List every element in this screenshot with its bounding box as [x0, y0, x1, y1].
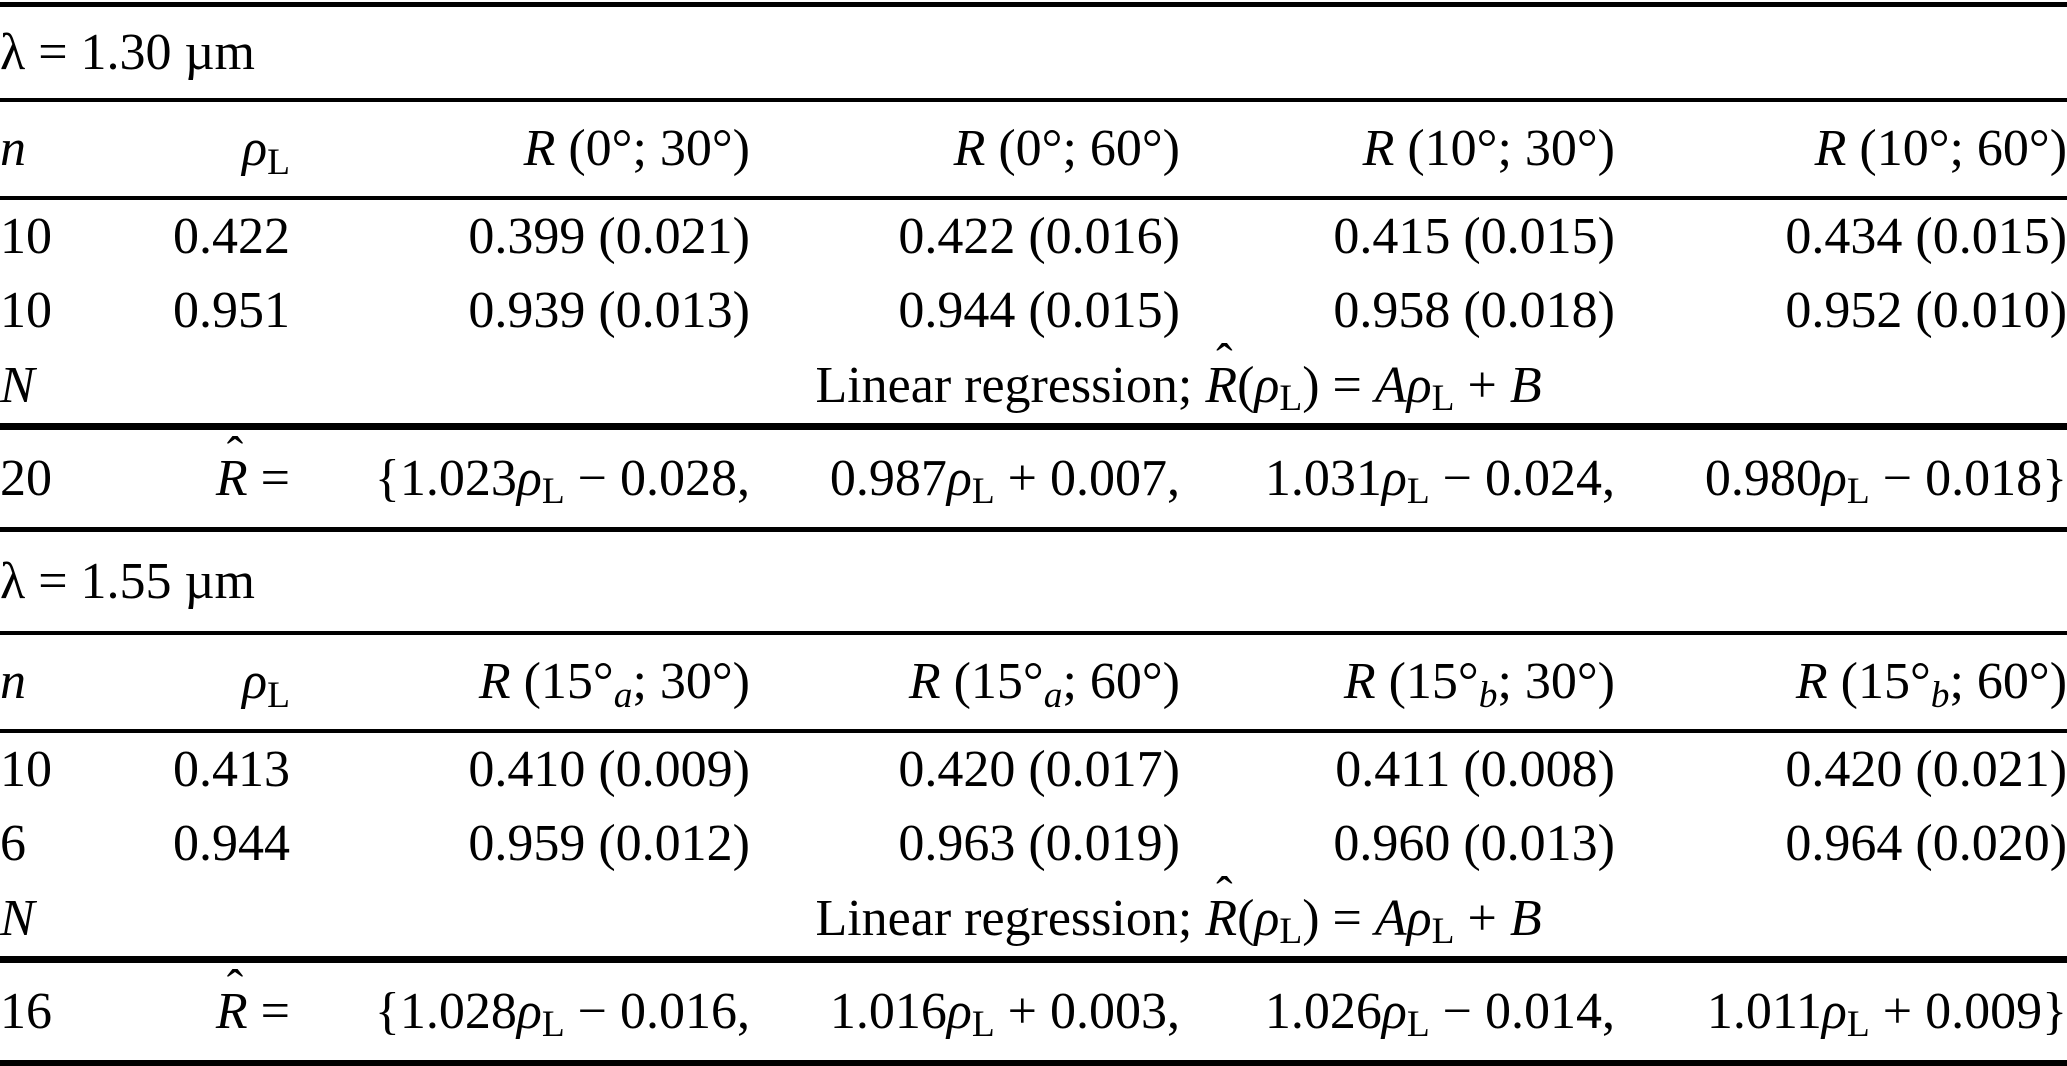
section2-wavelength-row: λ = 1.55 µm	[0, 530, 2067, 633]
cell-r-15b-60: 0.420 (0.021)	[1785, 741, 2067, 799]
section1-col-header-r-10-60: R (10°; 60°)	[1814, 120, 2067, 178]
empty-cell	[150, 881, 290, 960]
section2-col-header-n: n	[0, 653, 26, 711]
cell-r-15b-30: 0.411 (0.008)	[1335, 741, 1615, 799]
section1-regression-caption: Linear regression; ˆ R(ρL) = AρL + B	[815, 334, 1542, 420]
section1-col-header-rho-l: ρL	[242, 120, 290, 183]
cell-r-10-30: 0.415 (0.015)	[1333, 208, 1615, 266]
cell-n: 6	[0, 815, 26, 873]
cell-rho-l: 0.422	[173, 208, 290, 266]
section1-header-row: n ρL R (0°; 30°) R (0°; 60°) R (10°; 30°…	[0, 100, 2067, 198]
empty-cell	[150, 348, 290, 427]
cell-r-0-30: 0.939 (0.013)	[468, 282, 750, 340]
cell-rho-l: 0.413	[173, 741, 290, 799]
cell-r-10-30: 0.958 (0.018)	[1333, 282, 1615, 340]
section1-n-total: 20	[0, 449, 52, 507]
section1-col-header-r-10-30: R (10°; 30°)	[1362, 120, 1615, 178]
cell-r-15a-60: 0.420 (0.017)	[898, 741, 1180, 799]
cell-r-15a-30: 0.410 (0.009)	[468, 741, 750, 799]
section2-fit-1: {1.028ρL − 0.016,	[374, 982, 750, 1046]
section2-col-header-r-15a-60: R (15°a; 60°)	[908, 653, 1180, 716]
section1-data-row-1: 10 0.422 0.399 (0.021) 0.422 (0.016) 0.4…	[0, 198, 2067, 274]
cell-r-0-60: 0.944 (0.015)	[898, 282, 1180, 340]
cell-r-15a-30: 0.959 (0.012)	[468, 815, 750, 873]
section2-n-total: 16	[0, 982, 52, 1040]
section1-fit-4: 0.980ρL − 0.018}	[1704, 449, 2067, 513]
cell-n: 10	[0, 741, 52, 799]
section2-data-row-1: 10 0.413 0.410 (0.009) 0.420 (0.017) 0.4…	[0, 731, 2067, 807]
section1-wavelength-label: λ = 1.30 µm	[0, 23, 255, 81]
section2-fit-4: 1.011ρL + 0.009}	[1706, 982, 2067, 1046]
section1-fit-2: 0.987ρL + 0.007,	[829, 449, 1180, 513]
section1-regression-caption-row: N Linear regression; ˆ R(ρL) = AρL + B	[0, 334, 2067, 427]
cell-r-0-30: 0.399 (0.021)	[468, 208, 750, 266]
cell-r-15b-30: 0.960 (0.013)	[1333, 815, 1615, 873]
section2-col-header-r-15b-60: R (15°b; 60°)	[1795, 653, 2067, 716]
section2-col-header-r-15b-30: R (15°b; 30°)	[1343, 653, 1615, 716]
section2-fit-2: 1.016ρL + 0.003,	[829, 982, 1180, 1046]
section2-n-label: N	[0, 889, 35, 947]
section1-col-header-r-0-30: R (0°; 30°)	[523, 120, 750, 178]
cell-rho-l: 0.951	[173, 282, 290, 340]
section2-fit-3: 1.026ρL − 0.014,	[1264, 982, 1615, 1046]
section2-header-row: n ρL R (15°a; 30°) R (15°a; 60°) R (15°b…	[0, 633, 2067, 731]
section1-fit-3: 1.031ρL − 0.024,	[1264, 449, 1615, 513]
cell-r-0-60: 0.422 (0.016)	[898, 208, 1180, 266]
section2-data-row-2: 6 0.944 0.959 (0.012) 0.963 (0.019) 0.96…	[0, 807, 2067, 881]
section2-wavelength-label: λ = 1.55 µm	[0, 552, 255, 610]
section2-col-header-rho-l: ρL	[242, 653, 290, 716]
section1-fit-1: {1.023ρL − 0.028,	[374, 449, 750, 513]
section2-regression-caption-row: N Linear regression; ˆ R(ρL) = AρL + B	[0, 867, 2067, 960]
cell-r-10-60: 0.952 (0.010)	[1785, 282, 2067, 340]
section1-data-row-2: 10 0.951 0.939 (0.013) 0.944 (0.015) 0.9…	[0, 274, 2067, 348]
cell-r-15a-60: 0.963 (0.019)	[898, 815, 1180, 873]
cell-r-15b-60: 0.964 (0.020)	[1785, 815, 2067, 873]
section2-regression-caption: Linear regression; ˆ R(ρL) = AρL + B	[815, 867, 1542, 953]
cell-rho-l: 0.944	[173, 815, 290, 873]
section1-col-header-n: n	[0, 120, 26, 178]
cell-r-10-60: 0.434 (0.015)	[1785, 208, 2067, 266]
cell-n: 10	[0, 282, 52, 340]
cell-n: 10	[0, 208, 52, 266]
section1-n-label: N	[0, 356, 35, 414]
section1-col-header-r-0-60: R (0°; 60°)	[953, 120, 1180, 178]
section1-wavelength-row: λ = 1.30 µm	[0, 5, 2067, 100]
section2-col-header-r-15a-30: R (15°a; 30°)	[478, 653, 750, 716]
